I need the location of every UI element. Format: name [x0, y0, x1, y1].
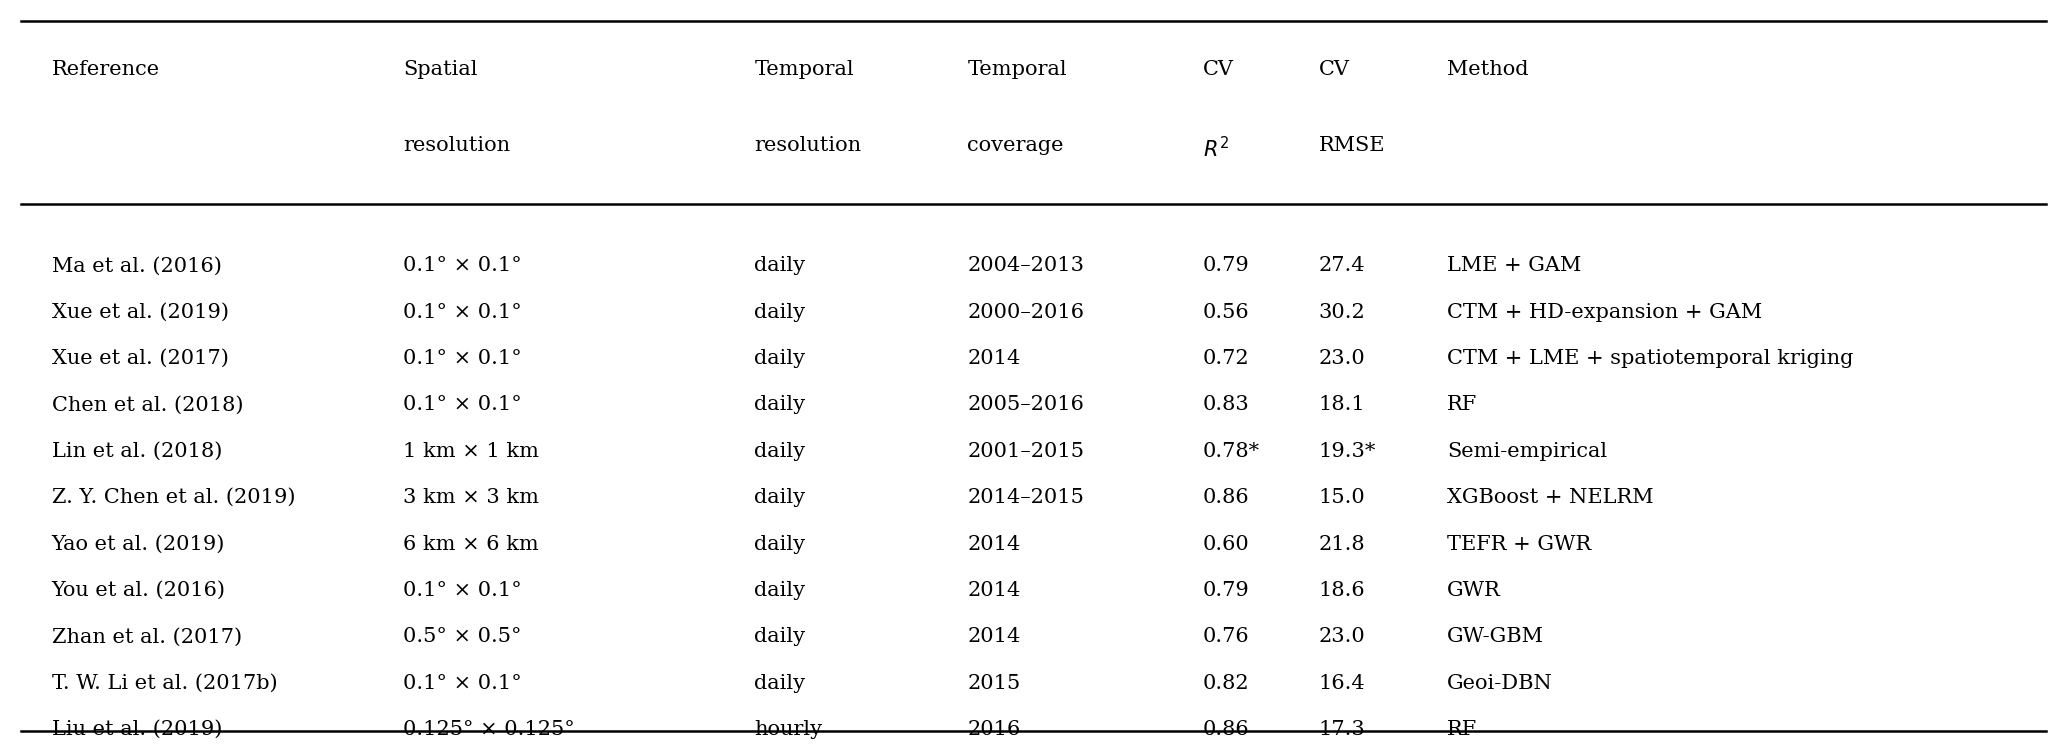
Text: 23.0: 23.0: [1319, 627, 1366, 646]
Text: Liu et al. (2019): Liu et al. (2019): [52, 720, 221, 739]
Text: RMSE: RMSE: [1319, 136, 1385, 155]
Text: Lin et al. (2018): Lin et al. (2018): [52, 442, 221, 461]
Text: 0.1° × 0.1°: 0.1° × 0.1°: [403, 256, 521, 275]
Text: LME + GAM: LME + GAM: [1447, 256, 1581, 275]
Text: RF: RF: [1447, 395, 1478, 415]
Text: 18.1: 18.1: [1319, 395, 1366, 415]
Text: resolution: resolution: [754, 136, 862, 155]
Text: 21.8: 21.8: [1319, 535, 1366, 553]
Text: CTM + HD-expansion + GAM: CTM + HD-expansion + GAM: [1447, 303, 1761, 322]
Text: 0.1° × 0.1°: 0.1° × 0.1°: [403, 349, 521, 368]
Text: Z. Y. Chen et al. (2019): Z. Y. Chen et al. (2019): [52, 489, 296, 507]
Text: 0.60: 0.60: [1203, 535, 1251, 553]
Text: 0.76: 0.76: [1203, 627, 1251, 646]
Text: You et al. (2016): You et al. (2016): [52, 581, 225, 600]
Text: CTM + LME + spatiotemporal kriging: CTM + LME + spatiotemporal kriging: [1447, 349, 1854, 368]
Text: 0.82: 0.82: [1203, 674, 1251, 693]
Text: 2000–2016: 2000–2016: [967, 303, 1085, 322]
Text: $R^2$: $R^2$: [1203, 136, 1230, 161]
Text: 0.78*: 0.78*: [1203, 442, 1261, 461]
Text: Temporal: Temporal: [967, 60, 1067, 79]
Text: Ma et al. (2016): Ma et al. (2016): [52, 256, 221, 275]
Text: Method: Method: [1447, 60, 1528, 79]
Text: daily: daily: [754, 349, 806, 368]
Text: 0.56: 0.56: [1203, 303, 1251, 322]
Text: 16.4: 16.4: [1319, 674, 1366, 693]
Text: GWR: GWR: [1447, 581, 1501, 600]
Text: Temporal: Temporal: [754, 60, 854, 79]
Text: 18.6: 18.6: [1319, 581, 1366, 600]
Text: 15.0: 15.0: [1319, 489, 1366, 507]
Text: daily: daily: [754, 581, 806, 600]
Text: 0.1° × 0.1°: 0.1° × 0.1°: [403, 581, 521, 600]
Text: XGBoost + NELRM: XGBoost + NELRM: [1447, 489, 1654, 507]
Text: 2014–2015: 2014–2015: [967, 489, 1085, 507]
Text: 0.72: 0.72: [1203, 349, 1251, 368]
Text: 30.2: 30.2: [1319, 303, 1366, 322]
Text: CV: CV: [1203, 60, 1234, 79]
Text: 2014: 2014: [967, 535, 1021, 553]
Text: daily: daily: [754, 535, 806, 553]
Text: 2005–2016: 2005–2016: [967, 395, 1085, 415]
Text: daily: daily: [754, 627, 806, 646]
Text: 0.83: 0.83: [1203, 395, 1251, 415]
Text: daily: daily: [754, 489, 806, 507]
Text: 0.1° × 0.1°: 0.1° × 0.1°: [403, 303, 521, 322]
Text: daily: daily: [754, 256, 806, 275]
Text: daily: daily: [754, 442, 806, 461]
Text: TEFR + GWR: TEFR + GWR: [1447, 535, 1592, 553]
Text: 0.86: 0.86: [1203, 489, 1251, 507]
Text: 27.4: 27.4: [1319, 256, 1364, 275]
Text: 1 km × 1 km: 1 km × 1 km: [403, 442, 539, 461]
Text: 2014: 2014: [967, 349, 1021, 368]
Text: Xue et al. (2019): Xue et al. (2019): [52, 303, 229, 322]
Text: 0.86: 0.86: [1203, 720, 1251, 739]
Text: RF: RF: [1447, 720, 1478, 739]
Text: CV: CV: [1319, 60, 1350, 79]
Text: Semi-empirical: Semi-empirical: [1447, 442, 1606, 461]
Text: Geoi-DBN: Geoi-DBN: [1447, 674, 1552, 693]
Text: 0.125° × 0.125°: 0.125° × 0.125°: [403, 720, 575, 739]
Text: 2015: 2015: [967, 674, 1021, 693]
Text: Xue et al. (2017): Xue et al. (2017): [52, 349, 229, 368]
Text: GW-GBM: GW-GBM: [1447, 627, 1544, 646]
Text: daily: daily: [754, 303, 806, 322]
Text: 0.79: 0.79: [1203, 581, 1251, 600]
Text: Yao et al. (2019): Yao et al. (2019): [52, 535, 225, 553]
Text: daily: daily: [754, 674, 806, 693]
Text: 19.3*: 19.3*: [1319, 442, 1377, 461]
Text: daily: daily: [754, 395, 806, 415]
Text: 0.1° × 0.1°: 0.1° × 0.1°: [403, 674, 521, 693]
Text: hourly: hourly: [754, 720, 823, 739]
Text: 2001–2015: 2001–2015: [967, 442, 1085, 461]
Text: 2014: 2014: [967, 581, 1021, 600]
Text: resolution: resolution: [403, 136, 511, 155]
Text: 2014: 2014: [967, 627, 1021, 646]
Text: 2004–2013: 2004–2013: [967, 256, 1085, 275]
Text: 6 km × 6 km: 6 km × 6 km: [403, 535, 539, 553]
Text: 17.3: 17.3: [1319, 720, 1366, 739]
Text: Chen et al. (2018): Chen et al. (2018): [52, 395, 244, 415]
Text: Reference: Reference: [52, 60, 159, 79]
Text: Zhan et al. (2017): Zhan et al. (2017): [52, 627, 242, 646]
Text: 23.0: 23.0: [1319, 349, 1366, 368]
Text: 0.5° × 0.5°: 0.5° × 0.5°: [403, 627, 521, 646]
Text: 0.1° × 0.1°: 0.1° × 0.1°: [403, 395, 521, 415]
Text: 2016: 2016: [967, 720, 1021, 739]
Text: T. W. Li et al. (2017b): T. W. Li et al. (2017b): [52, 674, 277, 693]
Text: 3 km × 3 km: 3 km × 3 km: [403, 489, 539, 507]
Text: coverage: coverage: [967, 136, 1065, 155]
Text: Spatial: Spatial: [403, 60, 477, 79]
Text: 0.79: 0.79: [1203, 256, 1251, 275]
